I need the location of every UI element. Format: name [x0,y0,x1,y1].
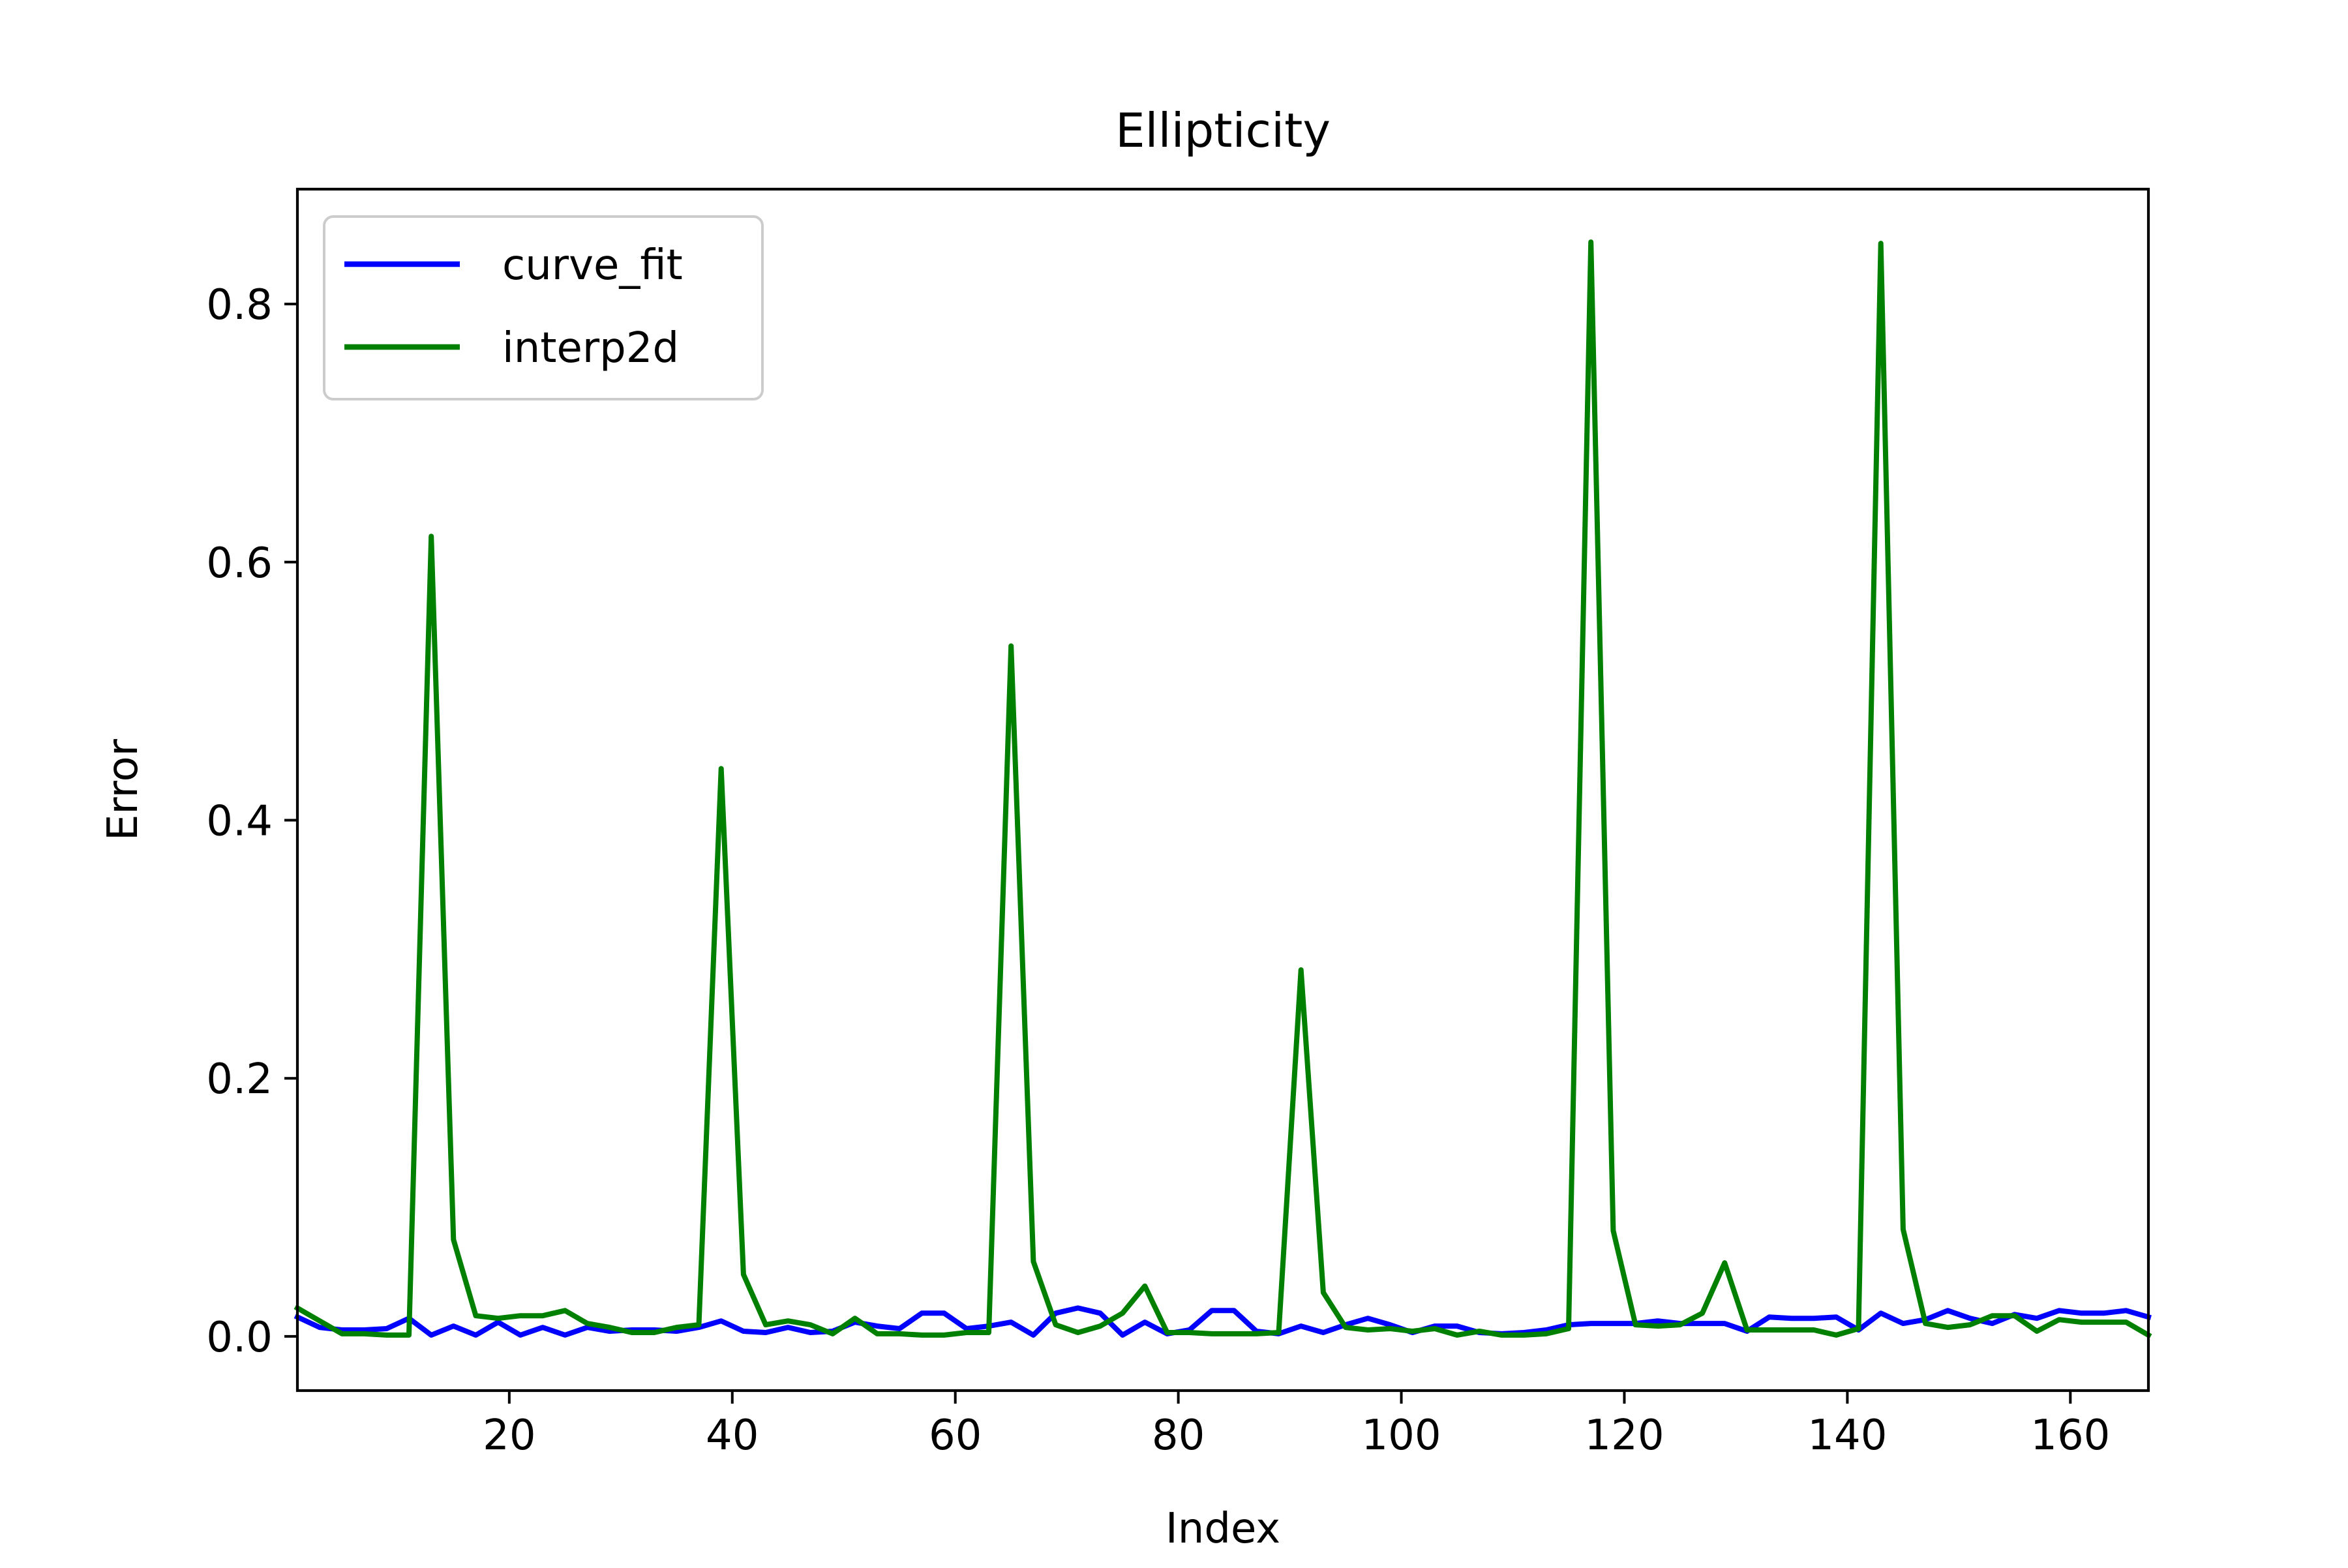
series-line-curve-fit [294,1305,2152,1338]
series-layer [294,239,2152,1339]
x-tick-label: 80 [1152,1411,1205,1460]
x-tick-label: 160 [2030,1411,2110,1460]
chart-title: Ellipticity [1115,103,1331,158]
y-tick-label: 0.6 [206,539,273,588]
y-tick-label: 0.4 [206,797,273,845]
x-axis: 20 40 60 80 100 120 140 160 [483,1391,2110,1460]
legend-label-curve-fit: curve_fit [502,241,683,290]
y-axis: 0.0 0.2 0.4 0.6 0.8 [206,281,297,1362]
x-tick-label: 120 [1584,1411,1664,1460]
x-tick-label: 100 [1361,1411,1441,1460]
y-tick-label: 0.8 [206,281,273,329]
y-axis-label: Error [99,738,147,841]
series-line-interp2d [294,239,2152,1339]
legend: curve_fit interp2d [323,215,764,400]
y-tick-label: 0.0 [206,1314,273,1362]
x-tick-label: 20 [483,1411,535,1460]
y-tick-label: 0.2 [206,1055,273,1104]
x-axis-label: Index [1166,1505,1280,1553]
x-tick-label: 60 [929,1411,982,1460]
legend-label-interp2d: interp2d [502,324,679,372]
plot-area-frame [295,187,2150,1393]
x-tick-label: 40 [706,1411,759,1460]
x-tick-label: 140 [1807,1411,1887,1460]
